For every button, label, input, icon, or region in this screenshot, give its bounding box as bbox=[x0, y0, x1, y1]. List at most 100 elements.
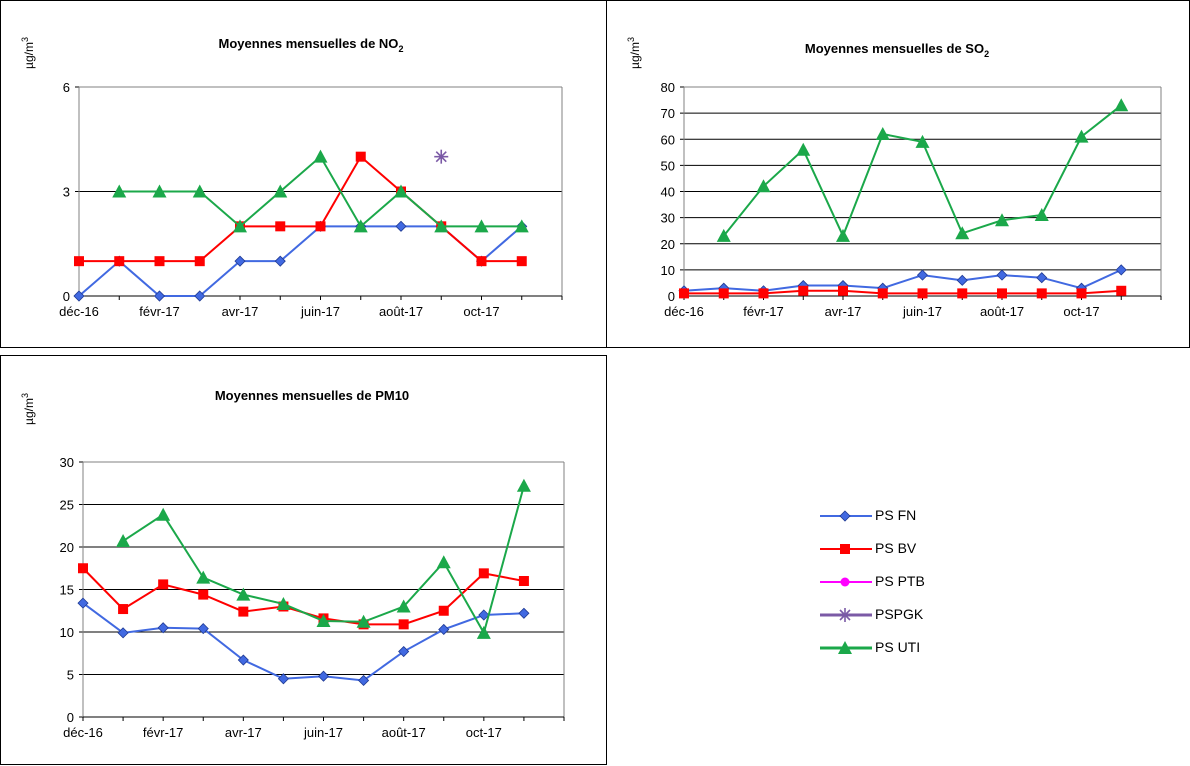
x-tick-label: avr-17 bbox=[225, 725, 262, 740]
data-point-ps-uti bbox=[116, 534, 131, 548]
legend-marker-icon bbox=[820, 641, 872, 654]
data-point-ps-bv bbox=[718, 288, 729, 299]
data-point-ps-fn bbox=[73, 290, 85, 302]
data-point-ps-fn bbox=[518, 607, 530, 619]
x-tick-label: oct-17 bbox=[1063, 304, 1099, 319]
data-point-ps-uti bbox=[276, 596, 291, 610]
data-point-ps-bv bbox=[478, 568, 489, 579]
legend-label: PS BV bbox=[875, 540, 917, 556]
data-point-ps-uti bbox=[273, 184, 288, 198]
legend-marker-icon bbox=[820, 577, 872, 587]
data-point-ps-fn bbox=[234, 255, 246, 267]
x-tick-label: oct-17 bbox=[463, 304, 499, 319]
data-point-ps-bv bbox=[114, 256, 125, 267]
data-point-ps-fn bbox=[398, 645, 410, 658]
legend-marker bbox=[838, 641, 852, 654]
series-line-ps-bv bbox=[79, 155, 522, 263]
x-tick-label: déc-16 bbox=[63, 725, 103, 740]
data-point-ps-bv bbox=[877, 288, 888, 299]
data-point-ps-uti bbox=[196, 570, 211, 584]
y-tick-label: 30 bbox=[661, 211, 675, 226]
y-tick-label: 10 bbox=[661, 263, 675, 278]
data-point-ps-fn bbox=[996, 269, 1008, 281]
legend-marker bbox=[838, 608, 852, 622]
y-tick-label: 70 bbox=[661, 106, 675, 121]
data-point-ps-fn bbox=[317, 670, 330, 682]
legend-item: PS FN bbox=[815, 500, 1015, 533]
y-tick-label: 50 bbox=[661, 158, 675, 173]
data-point-ps-uti bbox=[236, 587, 251, 601]
data-point-ps-bv bbox=[315, 221, 326, 232]
data-point-ps-bv bbox=[1116, 285, 1127, 296]
data-point-ps-uti bbox=[514, 219, 529, 233]
data-point-ps-bv bbox=[1036, 288, 1047, 299]
data-point-ps-bv bbox=[516, 256, 527, 267]
chart-title-subscript: 2 bbox=[398, 44, 403, 54]
data-point-ps-uti bbox=[756, 179, 771, 193]
data-point-ps-fn bbox=[395, 220, 407, 232]
data-point-ps-fn bbox=[153, 290, 166, 302]
y-tick-label: 10 bbox=[60, 625, 74, 640]
data-point-ps-fn bbox=[478, 609, 490, 621]
data-point-ps-bv bbox=[74, 256, 84, 267]
data-point-ps-fn bbox=[1036, 272, 1048, 284]
data-point-ps-fn bbox=[197, 623, 209, 635]
data-point-ps-fn bbox=[1115, 264, 1127, 276]
data-point-ps-fn bbox=[358, 674, 370, 687]
y-tick-label: 40 bbox=[661, 185, 675, 200]
data-point-ps-uti bbox=[192, 184, 207, 198]
y-tick-label: 6 bbox=[63, 80, 70, 95]
data-point-ps-bv bbox=[154, 256, 165, 267]
data-point-ps-bv bbox=[917, 288, 928, 299]
data-point-ps-bv bbox=[476, 256, 487, 267]
data-point-ps-uti bbox=[316, 613, 331, 627]
data-point-ps-uti bbox=[356, 614, 371, 628]
data-point-ps-uti bbox=[233, 219, 247, 233]
data-point-ps-fn bbox=[277, 673, 289, 685]
data-point-ps-uti bbox=[836, 228, 850, 242]
y-tick-label: 15 bbox=[60, 583, 74, 598]
x-tick-label: juin-17 bbox=[303, 725, 343, 740]
data-point-ps-uti bbox=[434, 219, 449, 233]
y-tick-label: 20 bbox=[60, 540, 74, 555]
data-point-ps-uti bbox=[915, 134, 930, 148]
x-tick-label: août-17 bbox=[379, 304, 423, 319]
y-tick-label: 5 bbox=[67, 668, 74, 683]
data-point-ps-bv bbox=[118, 604, 129, 615]
data-point-ps-uti bbox=[474, 219, 489, 233]
pm10-chart-panel: Moyennes mensuelles de PM10 µg/m3 0 5 10 15 20… bbox=[0, 355, 607, 765]
data-point-ps-fn bbox=[157, 622, 169, 634]
data-point-ps-uti bbox=[995, 213, 1009, 227]
data-point-ps-uti bbox=[796, 142, 811, 156]
chart-title-subscript: 2 bbox=[984, 49, 989, 59]
series-line-ps-bv bbox=[684, 289, 1122, 295]
data-point-ps-bv bbox=[679, 288, 689, 299]
data-point-ps-bv bbox=[158, 579, 169, 590]
legend-label: PSPGK bbox=[875, 606, 924, 622]
legend-marker-icon bbox=[820, 510, 872, 522]
data-point-ps-uti bbox=[1074, 129, 1089, 143]
data-point-ps-uti bbox=[875, 127, 890, 141]
data-point-ps-uti bbox=[112, 184, 127, 198]
data-point-ps-uti bbox=[396, 599, 411, 613]
data-point-ps-bv bbox=[997, 288, 1007, 299]
x-tick-label: juin-17 bbox=[300, 304, 340, 319]
y-axis-unit-label: µg/m3 bbox=[20, 393, 36, 425]
data-point-ps-bv bbox=[398, 619, 409, 630]
data-point-ps-bv bbox=[758, 288, 769, 299]
data-point-ps-uti bbox=[436, 555, 451, 569]
x-tick-label: avr-17 bbox=[825, 304, 862, 319]
x-tick-label: août-17 bbox=[382, 725, 426, 740]
chart-title: Moyennes mensuelles de SO2 bbox=[805, 41, 989, 59]
y-axis-unit-superscript: 3 bbox=[20, 37, 30, 42]
star-marker-stroke bbox=[435, 151, 447, 163]
x-tick-label: févr-17 bbox=[743, 304, 783, 319]
data-point-ps-bv bbox=[238, 606, 249, 617]
legend-item: PS BV bbox=[815, 533, 1015, 566]
data-point-ps-uti bbox=[394, 184, 408, 198]
data-point-ps-bv bbox=[198, 589, 209, 600]
chart-title: Moyennes mensuelles de PM10 bbox=[215, 388, 409, 403]
legend-marker bbox=[839, 510, 851, 522]
data-point-ps-uti bbox=[313, 149, 328, 163]
legend-item: PSPGK bbox=[815, 599, 1015, 632]
